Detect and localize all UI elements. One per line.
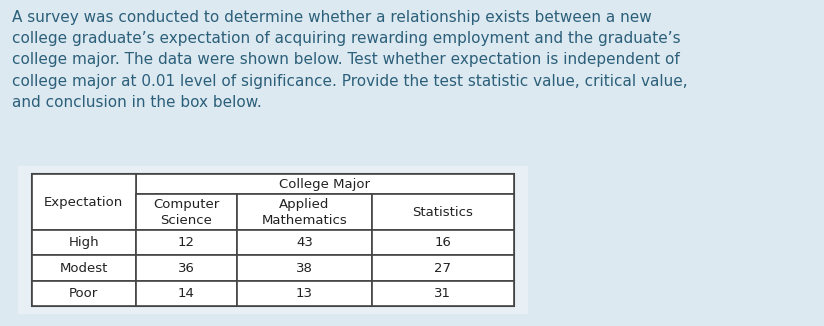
- Text: Expectation: Expectation: [44, 196, 124, 209]
- Bar: [32, 174, 514, 306]
- Text: A survey was conducted to determine whether a relationship exists between a new
: A survey was conducted to determine whet…: [12, 10, 687, 110]
- Bar: [136, 230, 236, 256]
- Bar: [136, 281, 236, 306]
- Bar: [236, 281, 372, 306]
- Text: 27: 27: [434, 262, 452, 274]
- Bar: [372, 256, 514, 281]
- Bar: [18, 166, 528, 314]
- Bar: [136, 256, 236, 281]
- Text: Statistics: Statistics: [413, 206, 473, 219]
- Text: College Major: College Major: [279, 178, 370, 191]
- Bar: [236, 230, 372, 256]
- Text: Poor: Poor: [69, 287, 98, 300]
- Text: 36: 36: [178, 262, 194, 274]
- Bar: [236, 256, 372, 281]
- Text: 43: 43: [296, 236, 313, 249]
- Bar: [32, 256, 136, 281]
- Text: 38: 38: [296, 262, 313, 274]
- Bar: [372, 281, 514, 306]
- Text: 16: 16: [434, 236, 452, 249]
- Bar: [136, 174, 514, 195]
- Text: Computer
Science: Computer Science: [153, 198, 219, 227]
- Text: 13: 13: [296, 287, 313, 300]
- Bar: [236, 195, 372, 230]
- Bar: [32, 230, 136, 256]
- Bar: [372, 195, 514, 230]
- Text: 12: 12: [178, 236, 194, 249]
- Text: Applied
Mathematics: Applied Mathematics: [261, 198, 347, 227]
- Text: Modest: Modest: [59, 262, 108, 274]
- Bar: [136, 195, 236, 230]
- Bar: [32, 174, 136, 230]
- Bar: [372, 230, 514, 256]
- Text: 14: 14: [178, 287, 194, 300]
- Bar: [32, 281, 136, 306]
- Text: High: High: [68, 236, 99, 249]
- Text: 31: 31: [434, 287, 452, 300]
